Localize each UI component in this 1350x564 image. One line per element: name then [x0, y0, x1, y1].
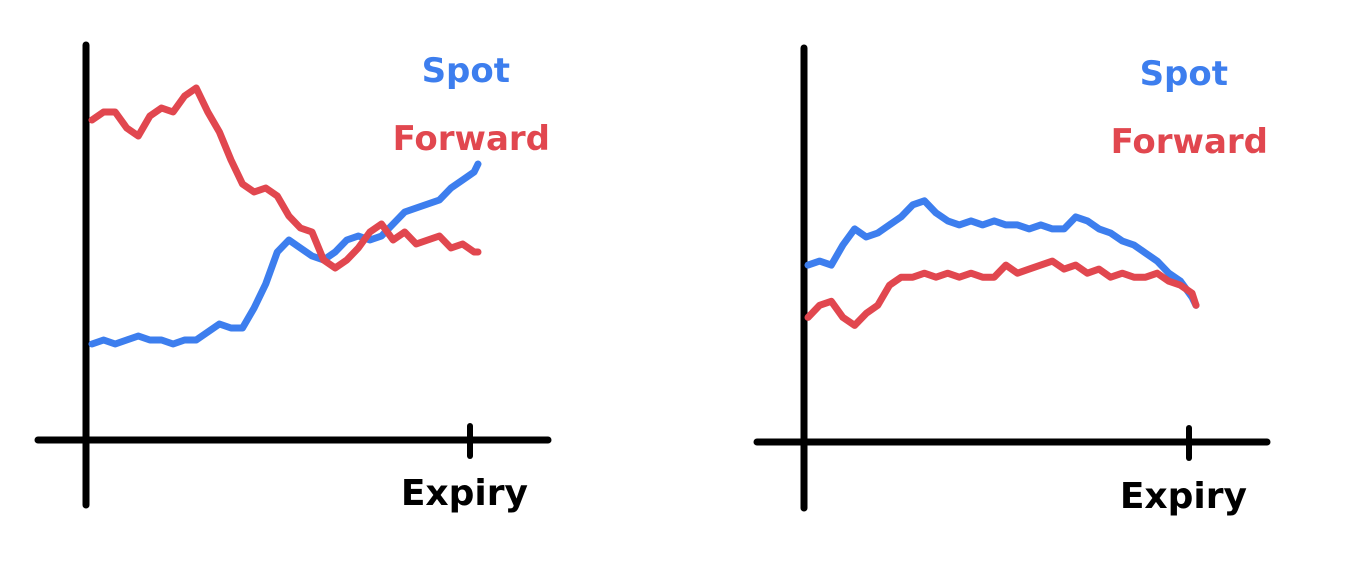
chart-right: Spot Forward Expiry [753, 44, 1271, 517]
x-axis-label: Expiry [401, 473, 528, 514]
series-line-forward [88, 84, 482, 272]
legend-forward: Forward [1111, 122, 1268, 162]
series-layer [88, 84, 482, 348]
chart-left: Spot Forward Expiry [34, 41, 552, 514]
series-line-spot [804, 197, 1200, 309]
series-line-spot [88, 160, 482, 348]
legend-forward: Forward [393, 119, 550, 159]
series-line-forward [804, 257, 1200, 329]
x-axis-label: Expiry [1120, 476, 1247, 517]
series-layer [804, 197, 1200, 329]
legend-spot: Spot [422, 51, 510, 91]
legend-spot: Spot [1140, 54, 1228, 94]
